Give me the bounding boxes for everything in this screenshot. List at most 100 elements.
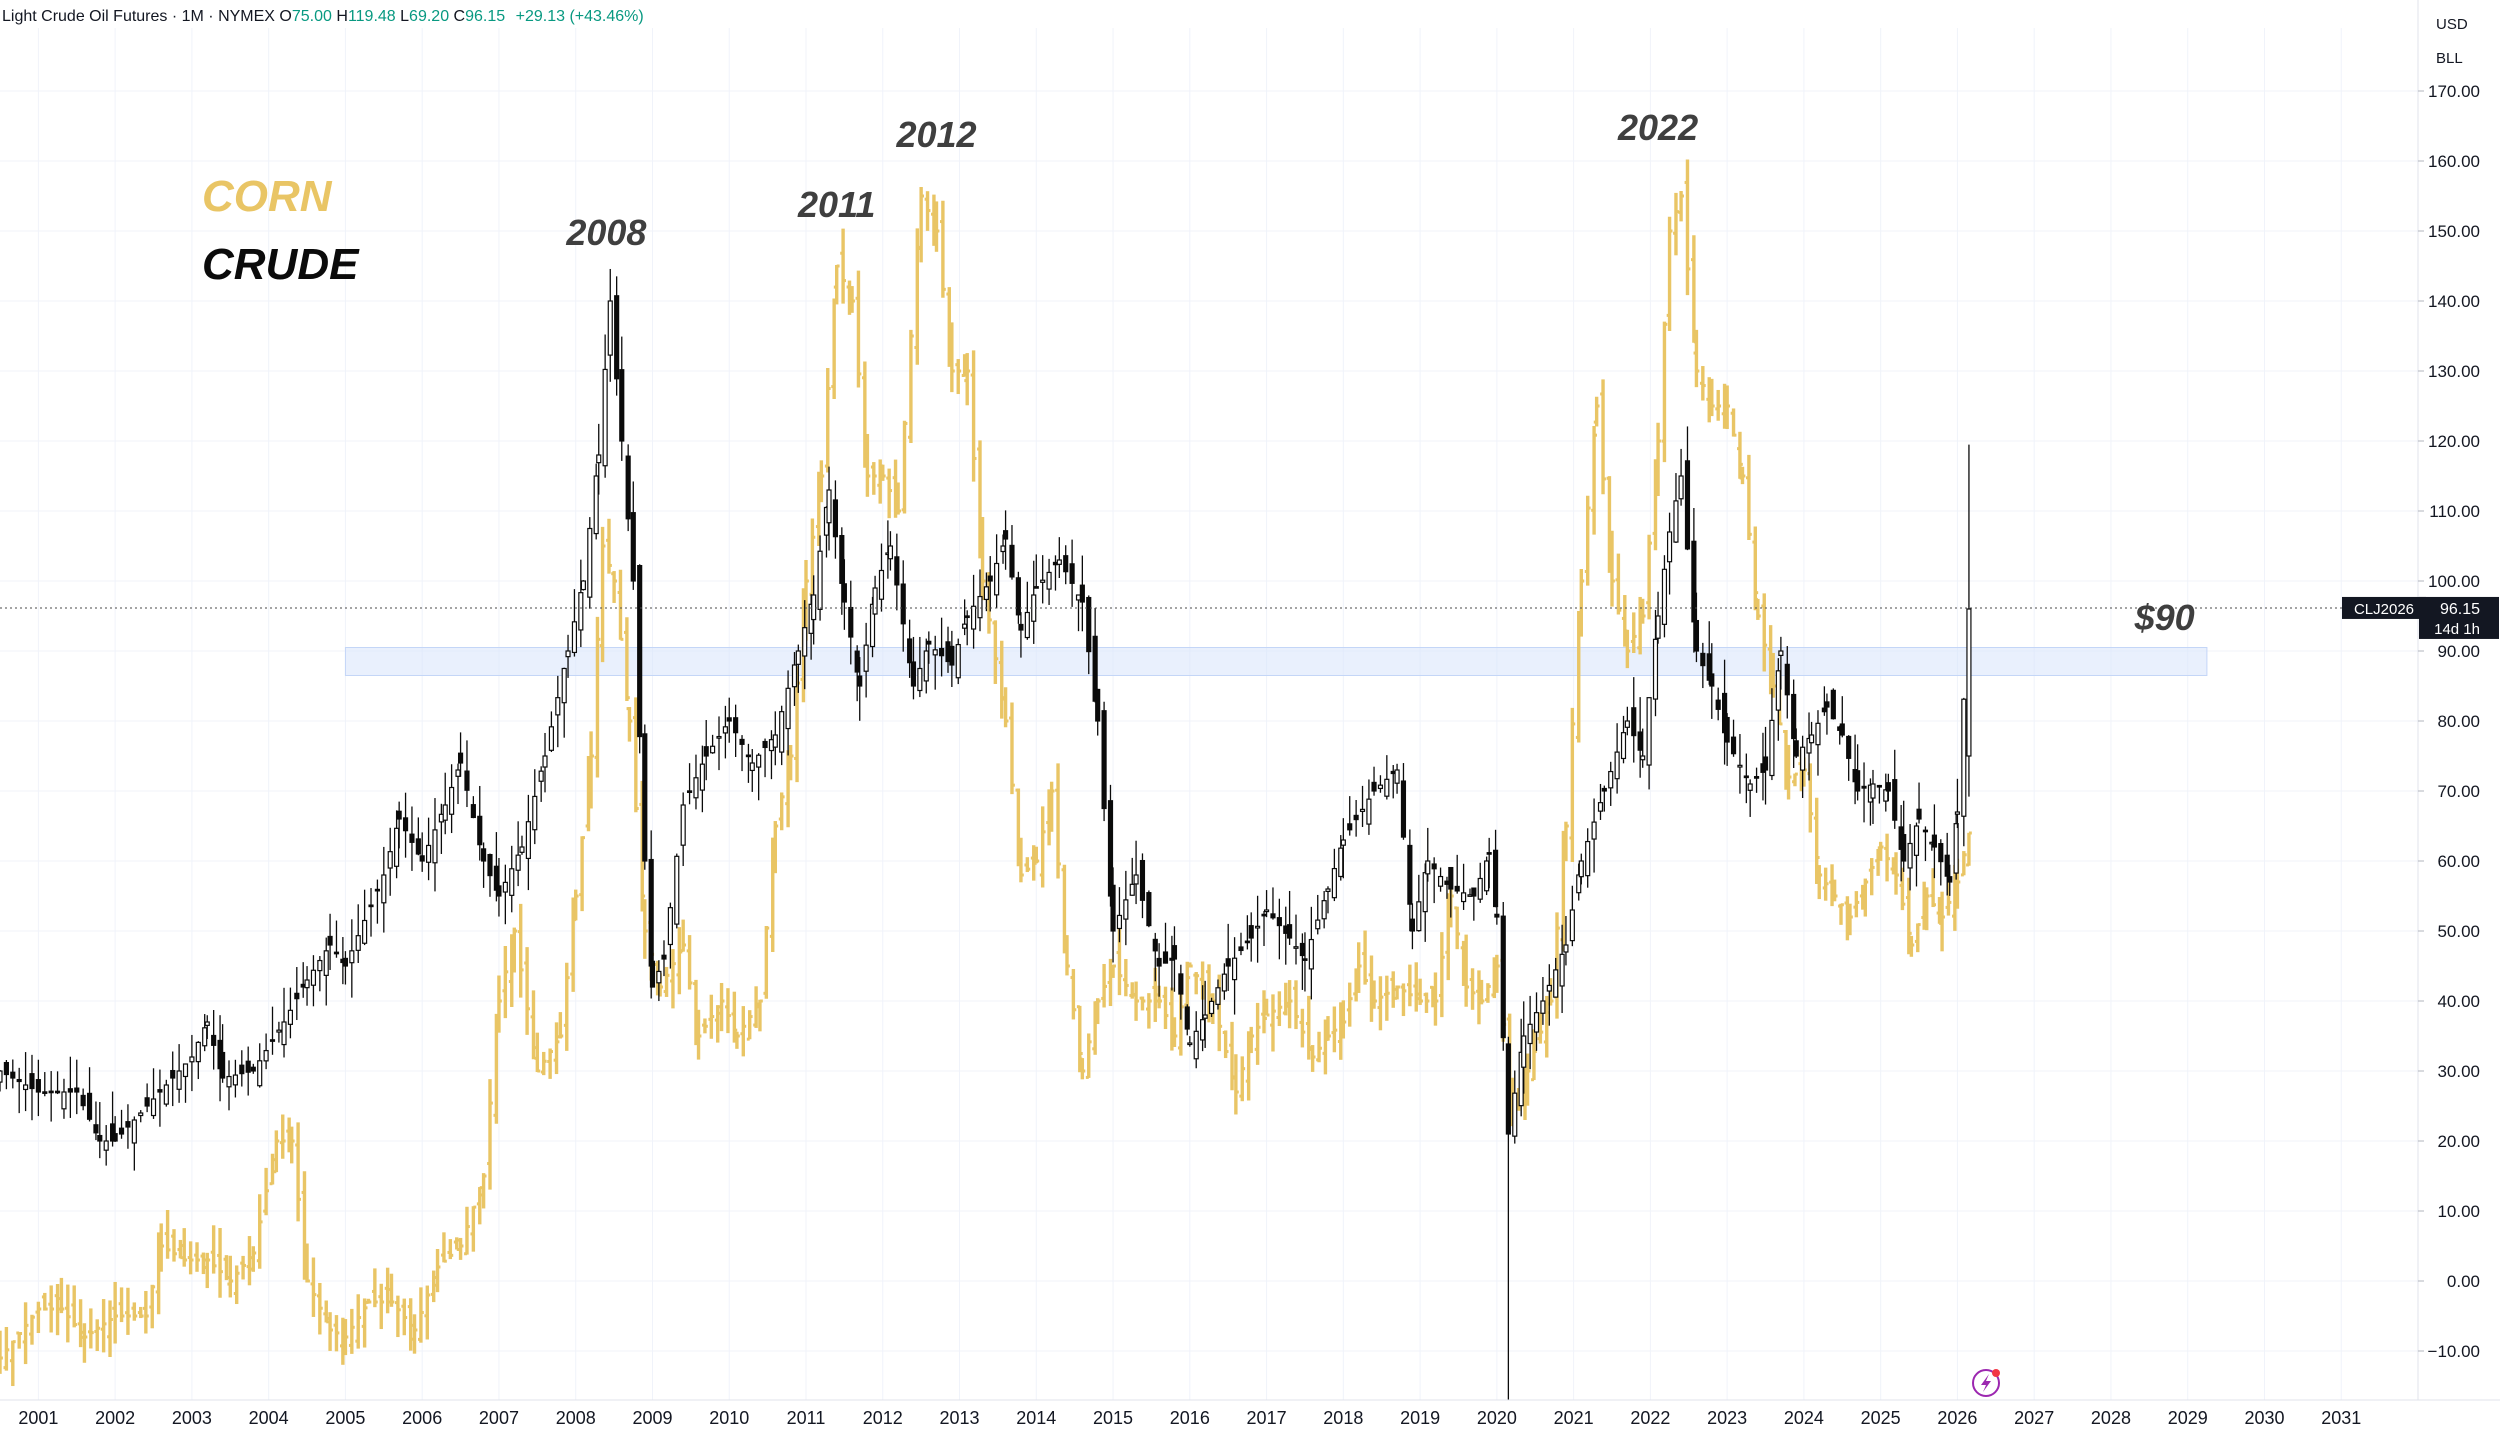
- crude-candle: [323, 950, 329, 976]
- crude-candle: [1095, 688, 1101, 722]
- price-scale-unit[interactable]: USD BLL: [2436, 8, 2488, 76]
- crude-candle: [1261, 913, 1267, 917]
- symbol-header: Light Crude Oil Futures · 1M · NYMEX O75…: [2, 8, 644, 26]
- lightning-icon[interactable]: [1972, 1369, 2000, 1397]
- currency-label[interactable]: USD: [2436, 16, 2468, 33]
- crude-candle: [571, 621, 578, 654]
- crude-candle: [1775, 670, 1781, 711]
- crude-candle: [1162, 951, 1169, 964]
- crude-candle: [772, 734, 778, 748]
- crude-candle: [1885, 782, 1891, 792]
- crude-candle: [703, 746, 709, 757]
- crude-candle: [1608, 770, 1614, 789]
- crude-candle: [1431, 863, 1437, 870]
- crude-candle: [239, 1064, 245, 1075]
- crude-candle: [29, 1073, 35, 1090]
- crude-candle: [1747, 783, 1753, 791]
- crude-candle: [1263, 909, 1270, 913]
- symbol-tag-box: [2342, 596, 2426, 619]
- crude-candle: [1652, 638, 1659, 700]
- crude-candle: [1477, 877, 1483, 900]
- crude-candle: [232, 1074, 238, 1086]
- crude-candle: [699, 763, 705, 791]
- crude-candle: [1244, 940, 1250, 944]
- crude-candle: [1815, 722, 1821, 746]
- crude-candle: [1839, 723, 1845, 736]
- x-tick-label: 2020: [1477, 1408, 1517, 1428]
- crude-candle: [54, 1090, 61, 1094]
- x-axis[interactable]: 2001 2002 2003 2004 2005 2006 2007 2008 2009 2010…: [0, 1399, 2500, 1428]
- crude-candle: [10, 1071, 16, 1079]
- crude-candle: [1684, 460, 1691, 550]
- crude-candle: [1056, 559, 1062, 565]
- crude-candle: [1353, 814, 1359, 821]
- crude-candle: [125, 1121, 131, 1128]
- crude-candle: [932, 649, 938, 656]
- y-tick-label: 130.00: [2428, 362, 2480, 381]
- crude-candle: [1366, 798, 1372, 825]
- x-tick-label: 2002: [95, 1408, 135, 1428]
- crude-candle: [1232, 957, 1238, 981]
- crude-candle: [432, 829, 438, 864]
- crude-candle: [1585, 840, 1591, 877]
- crude-candle: [1861, 785, 1867, 789]
- crude-candle: [1270, 913, 1276, 919]
- crude-candle: [1646, 697, 1652, 766]
- zone-layer: [344, 647, 2208, 676]
- crude-candle: [614, 295, 620, 380]
- crude-candle: [649, 960, 656, 988]
- crude-candle: [61, 1091, 67, 1110]
- crude-candle: [964, 615, 970, 619]
- crude-candle: [1922, 829, 1929, 833]
- crude-candle: [756, 754, 762, 768]
- crude-candle: [1325, 888, 1331, 892]
- crude-candle: [607, 300, 613, 356]
- crude-candle: [415, 838, 421, 855]
- crude-candle: [854, 650, 860, 673]
- price-tag-box: [2419, 596, 2499, 639]
- crude-candle: [1620, 732, 1627, 760]
- crude-candle: [3, 1061, 9, 1076]
- crude-candle: [1221, 973, 1227, 992]
- crude-candle: [195, 1041, 201, 1063]
- crude-candle: [887, 545, 894, 560]
- unit-label[interactable]: BLL: [2436, 50, 2463, 67]
- crude-candle: [1069, 563, 1075, 584]
- crude-candle: [349, 950, 355, 964]
- crude-candle: [1709, 673, 1715, 687]
- crude-candle: [848, 606, 854, 638]
- y-tick-label: 40.00: [2437, 992, 2480, 1011]
- crude-candle: [1321, 900, 1327, 920]
- crude-candle: [1371, 781, 1377, 792]
- grid: [0, 28, 2418, 1400]
- crude-candle: [802, 627, 808, 657]
- x-tick-label: 2013: [940, 1408, 980, 1428]
- crude-candle: [1187, 1042, 1193, 1046]
- crude-candle: [1202, 1014, 1208, 1019]
- crude-candle: [1947, 876, 1953, 883]
- crude-candle: [1152, 938, 1158, 952]
- crude-candle: [245, 1060, 251, 1073]
- crude-candle: [1576, 874, 1582, 894]
- crude-candle: [1724, 716, 1730, 743]
- crude-candle: [1033, 586, 1039, 589]
- crude-candle: [1743, 775, 1749, 779]
- crude-candle: [1448, 866, 1454, 890]
- crude-candle: [381, 874, 387, 904]
- crude-candle: [1133, 874, 1139, 885]
- y-axis[interactable]: −10.00 0.00 10.00 20.00 30.00 40.00 50.00 60.00…: [2417, 0, 2480, 1400]
- crude-candle: [1876, 784, 1882, 788]
- crude-candle: [1377, 784, 1384, 790]
- crude-candle: [532, 795, 538, 831]
- crude-candle: [204, 1021, 210, 1026]
- crude-candle: [555, 697, 561, 716]
- crude-candle: [374, 888, 380, 892]
- annotations: 2008 2011 2012 2022 $90: [565, 107, 2194, 638]
- crude-candle: [762, 740, 768, 749]
- crude-candle: [1527, 1023, 1533, 1045]
- crude-candle: [971, 605, 977, 630]
- crude-candle: [1640, 755, 1646, 761]
- crude-candle: [1521, 1035, 1527, 1068]
